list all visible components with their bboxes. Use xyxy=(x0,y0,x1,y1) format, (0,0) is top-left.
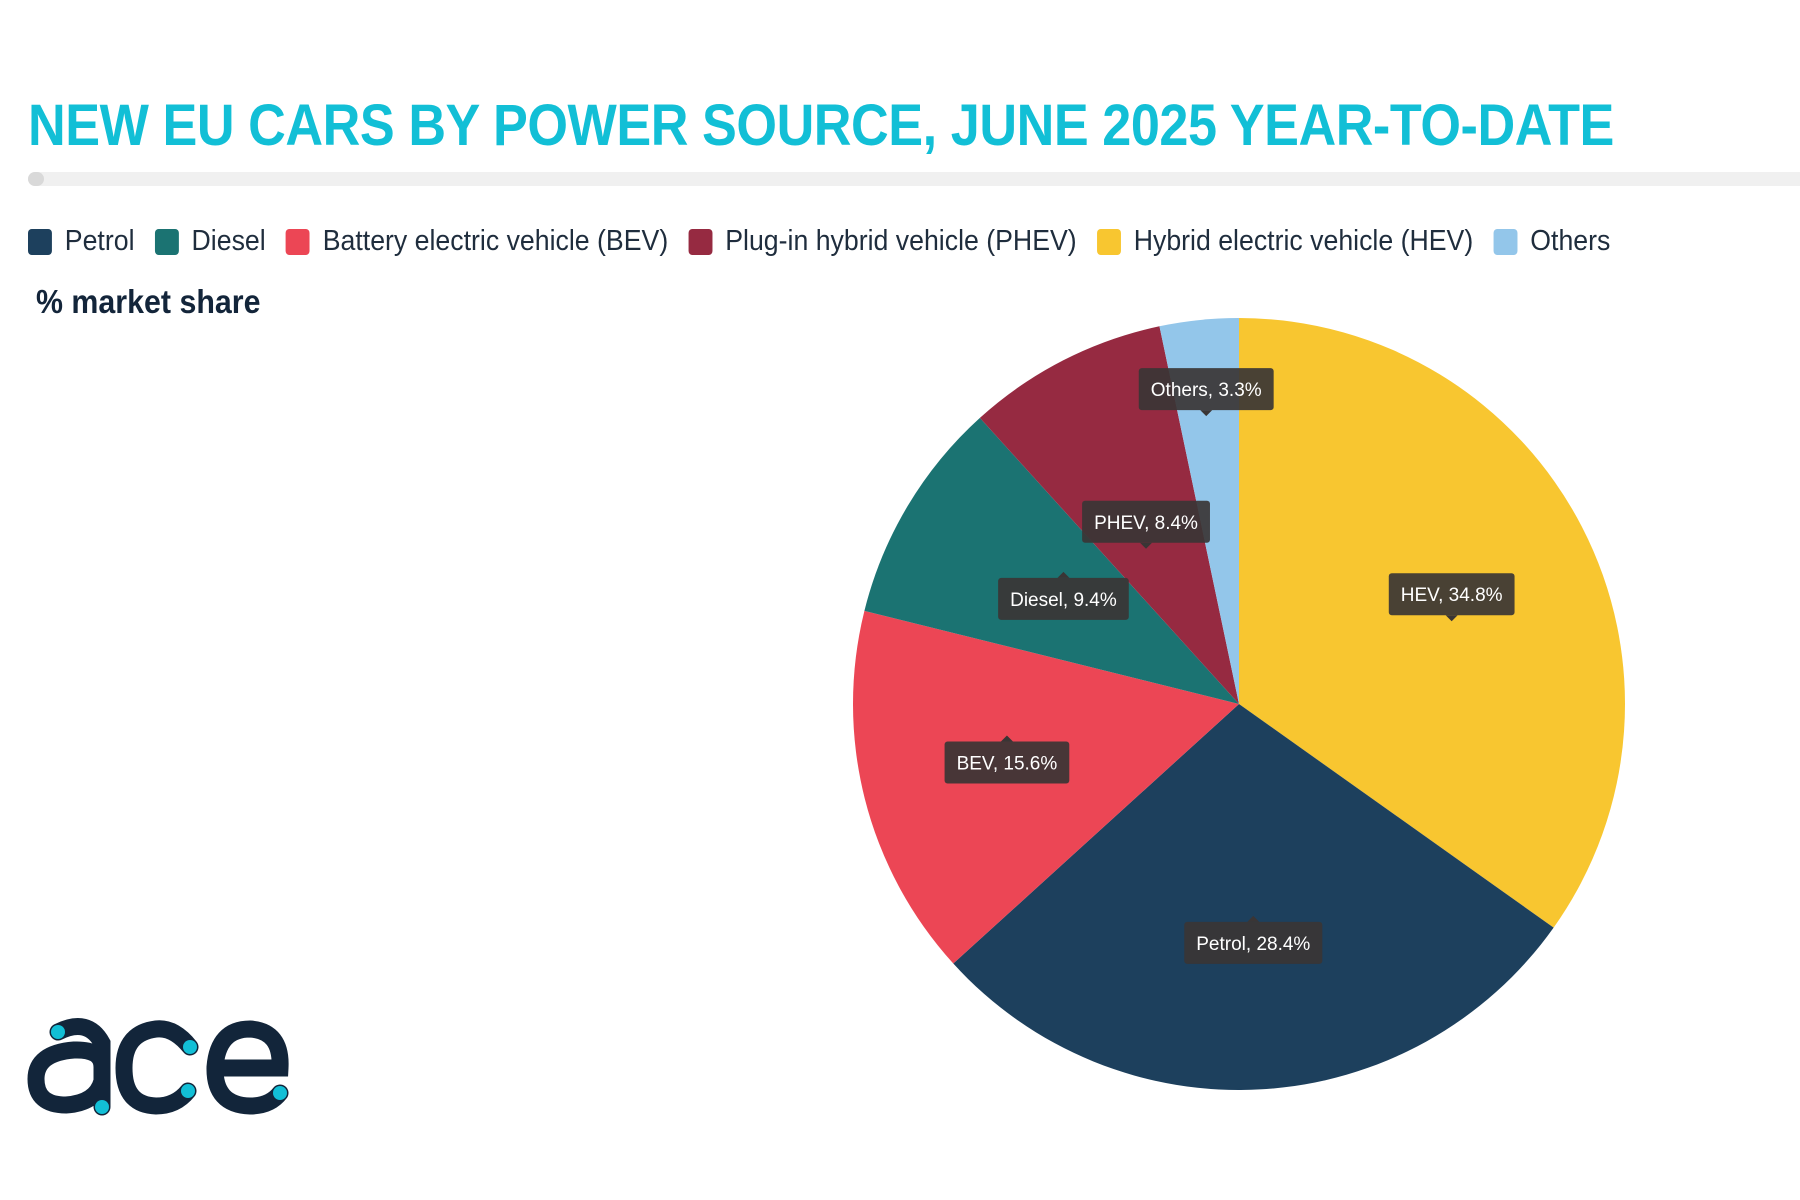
legend-label-others: Others xyxy=(1530,225,1611,257)
data-label-box-hev xyxy=(1388,573,1515,616)
data-label-pointer-bev xyxy=(1000,735,1013,742)
data-label-box-others xyxy=(1138,368,1274,411)
pie-slices xyxy=(853,318,1626,1090)
data-label-pointer-diesel xyxy=(1057,571,1070,578)
data-label-petrol: Petrol, 28.4% xyxy=(1184,915,1323,964)
logo-letter-e xyxy=(206,1020,289,1115)
legend-swatch-diesel xyxy=(154,228,179,255)
data-label-phev: PHEV, 8.4% xyxy=(1082,500,1210,549)
data-label-text-hev: HEV, 34.8% xyxy=(1401,585,1503,606)
pie-slice-diesel[interactable] xyxy=(864,417,1239,704)
pie-slice-bev[interactable] xyxy=(853,610,1239,964)
divider-knob xyxy=(28,172,44,186)
data-label-bev: BEV, 15.6% xyxy=(944,735,1070,784)
legend-label-phev: Plug-in hybrid vehicle (PHEV) xyxy=(725,225,1077,257)
pie-data-labels: HEV, 34.8% Petrol, 28.4% BEV, 15.6% Diesel,… xyxy=(944,368,1515,964)
data-label-text-diesel: Diesel, 9.4% xyxy=(1010,590,1117,611)
legend-swatch-petrol xyxy=(28,228,52,255)
legend-swatch-others xyxy=(1493,228,1518,255)
data-label-others: Others, 3.3% xyxy=(1138,368,1274,417)
legend-label-petrol: Petrol xyxy=(64,225,135,257)
legend-item-phev[interactable]: Plug-in hybrid vehicle (PHEV) xyxy=(688,225,1077,258)
legend-swatch-hev xyxy=(1096,228,1121,255)
chart-subtitle: % market share xyxy=(36,283,261,320)
data-label-pointer-phev xyxy=(1140,542,1153,549)
data-label-pointer-petrol xyxy=(1247,915,1260,922)
data-label-box-petrol xyxy=(1184,921,1323,964)
data-label-text-phev: PHEV, 8.4% xyxy=(1094,513,1198,534)
data-label-box-bev xyxy=(944,741,1070,784)
legend-item-hev[interactable]: Hybrid electric vehicle (HEV) xyxy=(1096,225,1474,258)
legend-label-hev: Hybrid electric vehicle (HEV) xyxy=(1133,225,1474,257)
logo-dot-5 xyxy=(273,1086,287,1100)
data-label-box-diesel xyxy=(998,577,1129,620)
data-label-text-bev: BEV, 15.6% xyxy=(957,753,1058,774)
legend-label-diesel: Diesel xyxy=(191,225,266,257)
acea-logo xyxy=(27,1018,289,1116)
legend-swatch-bev xyxy=(285,228,310,255)
legend-item-others[interactable]: Others xyxy=(1493,225,1610,258)
legend-swatch-phev xyxy=(688,228,713,255)
title-divider xyxy=(28,172,1800,186)
logo-dot-4 xyxy=(181,1084,195,1098)
pie-slice-hev[interactable] xyxy=(1239,318,1626,928)
pie-slice-petrol[interactable] xyxy=(953,704,1554,1090)
legend-item-diesel[interactable]: Diesel xyxy=(154,225,266,258)
logo-dot-1 xyxy=(51,1025,65,1039)
legend-item-bev[interactable]: Battery electric vehicle (BEV) xyxy=(285,225,669,258)
data-label-hev: HEV, 34.8% xyxy=(1388,573,1515,622)
logo-dot-2 xyxy=(95,1100,109,1114)
data-label-text-petrol: Petrol, 28.4% xyxy=(1196,934,1310,955)
data-label-pointer-hev xyxy=(1445,615,1458,622)
data-label-pointer-others xyxy=(1200,410,1213,417)
data-label-box-phev xyxy=(1082,500,1210,543)
logo-letter-c xyxy=(115,1020,199,1115)
chart-legend: Petrol Diesel Battery electric vehicle (… xyxy=(28,225,1631,258)
legend-item-petrol[interactable]: Petrol xyxy=(28,225,135,258)
data-label-diesel: Diesel, 9.4% xyxy=(998,571,1129,620)
chart-title: NEW EU CARS BY POWER SOURCE, JUNE 2025 Y… xyxy=(28,93,1614,158)
logo-letter-a1 xyxy=(27,1018,111,1116)
data-label-text-others: Others, 3.3% xyxy=(1151,380,1262,401)
legend-label-bev: Battery electric vehicle (BEV) xyxy=(322,225,669,257)
logo-dot-3 xyxy=(183,1040,197,1054)
